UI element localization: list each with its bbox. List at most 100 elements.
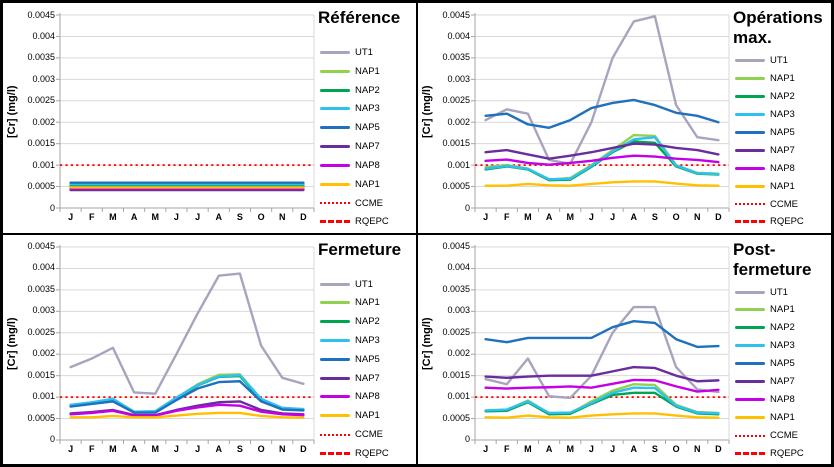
y-tick-label: 0.0035 [442,52,470,63]
y-axis-title: [Cr] (mg/l) [421,316,433,370]
legend-swatch-solid [320,182,350,186]
legend-item-ut1-0: UT1 [735,287,829,298]
x-tick-label-month: M [566,443,575,454]
y-tick-label: 0.0025 [27,326,55,337]
legend-swatch-dashed [320,451,350,455]
y-tick-label: 0.0015 [442,369,470,380]
legend-label: CCME [355,197,383,209]
plot-area [56,244,315,444]
x-tick-label-month: A [215,443,223,454]
legend: UT1 NAP1 NAP2 NAP3 NAP5 NAP7 NAP8 NAP1 CCME RQEPC [320,47,414,228]
legend-label: NAP8 [770,394,795,406]
legend-label: CCME [770,430,798,441]
y-tick-label: 0.0035 [27,52,55,63]
legend-item-ut1-0: UT1 [735,55,829,66]
legend-swatch-solid [320,88,350,92]
x-tick-label-month: A [130,212,138,222]
legend-item-nap8-6: NAP8 [735,163,829,174]
x-tick-label-month: S [651,212,658,222]
legend-swatch-solid [735,362,765,366]
legend-label: NAP2 [355,84,380,96]
legend-item-nap5-4: NAP5 [320,354,414,365]
legend-item-nap2-2: NAP2 [735,91,829,102]
legend-swatch-dashed [735,220,765,224]
series-line-nap3-3 [484,385,720,415]
series-line-nap8-6 [484,378,720,393]
legend-swatch-dotted [320,202,350,205]
legend-item-nap1-7: NAP1 [735,181,829,192]
y-tick-label: 0.003 [32,73,55,84]
x-tick-label-month: J [588,443,594,454]
legend-item-nap3-3: NAP3 [735,340,829,351]
legend-swatch-solid [735,59,765,62]
x-tick-label-month: F [89,212,95,222]
x-tick-label-month: N [279,443,286,454]
legend-swatch-dotted [735,434,765,437]
legend-swatch-solid [320,320,350,324]
legend-item-nap2-2: NAP2 [320,316,414,327]
x-tick-label-month: M [151,212,160,222]
legend-swatch-solid [320,282,350,286]
y-tick-label: 0.0005 [27,412,55,423]
y-tick-label: 0.0015 [27,138,55,149]
legend-swatch-solid [735,94,765,98]
legend-label: UT1 [770,286,788,298]
x-tick-label-month: J [195,212,201,222]
legend-swatch-solid [320,301,350,305]
legend-label: NAP3 [355,334,380,346]
x-tick-label-month: S [236,212,243,222]
panel-title: Opérations max. [733,8,829,48]
x-tick-label-month: J [483,212,489,222]
legend-label: CCME [355,429,383,441]
legend-label: NAP1 [355,410,380,422]
legend-item-ut1-0: UT1 [320,279,414,290]
legend-label: NAP5 [355,122,380,134]
panel-title-line: Fermeture [318,239,402,259]
legend-item-nap1-1: NAP1 [320,66,414,77]
legend-label: NAP2 [770,90,795,102]
x-tick-label-month: A [215,212,223,222]
y-tick-label: 0 [464,434,470,444]
panel-title: Post-fermeture [733,240,829,280]
legend-item-nap3-3: NAP3 [735,109,829,120]
legend-swatch-solid [320,51,350,54]
y-tick-label: 0.002 [447,348,470,359]
chart-panel-fermeture: [Cr] (mg/l) 0.0045 0.004 0.0035 0.003 0.0025 0… [2,233,417,465]
y-tick-label: 0.0005 [442,412,470,423]
legend: UT1 NAP1 NAP2 NAP3 NAP5 NAP7 NAP8 NAP1 CCME RQEPC [735,287,829,460]
legend-label: RQEPC [770,447,804,459]
panel-title-line: Post- [733,239,776,259]
series-line-ut1-0 [69,271,305,395]
x-tick-label-month: A [630,443,638,454]
legend-label: NAP8 [355,391,380,403]
legend-label: UT1 [355,278,373,290]
series-line-nap1-7 [69,411,305,419]
legend-swatch-solid [735,290,765,294]
y-tick-label: 0.004 [32,30,55,41]
legend-label: NAP5 [770,126,795,138]
series-line-nap5-4 [69,379,305,414]
y-tick-label: 0.0035 [27,283,55,294]
legend-label: NAP5 [770,358,795,370]
legend-item-rqepc-9: RQEPC [320,448,414,459]
series-line-nap5-4 [484,98,720,130]
x-tick-label-month: J [68,212,74,222]
y-tick-label: 0.0035 [442,283,470,294]
legend-label: NAP1 [770,304,795,316]
y-tick-label: 0.001 [447,159,470,170]
legend-label: NAP7 [770,144,795,156]
x-tick-label-month: A [545,212,553,222]
y-tick-label: 0.004 [447,30,470,41]
legend-swatch-solid [735,76,765,80]
legend-label: UT1 [770,55,788,66]
series-line-nap8-6 [69,403,305,417]
x-tick-label-month: M [151,443,160,454]
legend-label: NAP1 [770,180,795,192]
legend-label: RQEPC [770,216,804,228]
legend-swatch-solid [320,107,350,111]
legend-swatch-dashed [735,451,765,455]
legend-item-ccme-8: CCME [320,429,414,440]
legend-item-nap7-5: NAP7 [320,141,414,152]
y-tick-label: 0.003 [447,73,470,84]
legend-item-nap2-2: NAP2 [735,322,829,333]
